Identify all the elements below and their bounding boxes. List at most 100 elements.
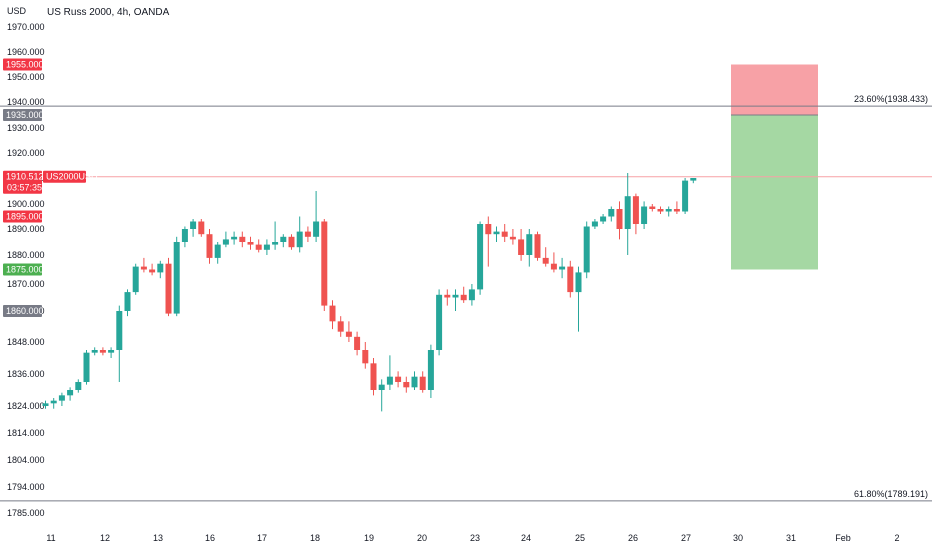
candle[interactable] <box>378 379 385 412</box>
candle-body <box>313 221 320 237</box>
candle[interactable] <box>173 236 180 317</box>
candle[interactable] <box>313 191 320 242</box>
candle[interactable] <box>591 219 598 229</box>
candle[interactable] <box>280 234 287 248</box>
candle[interactable] <box>485 216 492 267</box>
candle[interactable] <box>370 358 377 396</box>
x-tick-label: 11 <box>46 533 55 543</box>
candle-body <box>50 400 57 404</box>
candle[interactable] <box>231 231 238 245</box>
candle[interactable] <box>608 206 615 222</box>
candle[interactable] <box>673 201 680 214</box>
candle[interactable] <box>641 201 648 229</box>
candle[interactable] <box>345 321 352 342</box>
candle[interactable] <box>206 229 213 264</box>
candle[interactable] <box>542 247 549 267</box>
price-tag-label: 1875.000 <box>6 265 44 275</box>
candle[interactable] <box>83 350 90 385</box>
candle[interactable] <box>132 263 139 295</box>
candle[interactable] <box>386 355 393 390</box>
candle[interactable] <box>501 224 508 242</box>
candle[interactable] <box>493 226 500 243</box>
candle[interactable] <box>165 257 172 317</box>
candle[interactable] <box>247 236 254 250</box>
candle[interactable] <box>58 392 65 406</box>
candle[interactable] <box>124 289 131 317</box>
candle[interactable] <box>263 239 270 255</box>
candle[interactable] <box>214 242 221 264</box>
candle[interactable] <box>91 347 98 356</box>
candle[interactable] <box>468 284 475 306</box>
candle[interactable] <box>583 221 590 279</box>
candle[interactable] <box>427 344 434 398</box>
candle[interactable] <box>460 286 467 303</box>
candle[interactable] <box>567 260 574 298</box>
candle-body <box>140 266 147 270</box>
candle[interactable] <box>329 300 336 330</box>
candle-body <box>632 196 639 224</box>
candles[interactable] <box>42 173 697 412</box>
candle[interactable] <box>559 257 566 279</box>
candle[interactable] <box>99 347 106 356</box>
candle[interactable] <box>600 214 607 224</box>
candle-body <box>321 221 328 306</box>
candle[interactable] <box>75 379 82 393</box>
candle[interactable] <box>411 371 418 390</box>
candle[interactable] <box>690 178 697 184</box>
candle[interactable] <box>337 316 344 337</box>
candle[interactable] <box>477 221 484 295</box>
candle-body <box>608 209 615 217</box>
candle[interactable] <box>255 239 262 253</box>
candle[interactable] <box>624 173 631 255</box>
candle[interactable] <box>665 206 672 217</box>
candle[interactable] <box>403 376 410 393</box>
candle[interactable] <box>419 371 426 393</box>
candle[interactable] <box>632 193 639 235</box>
candle[interactable] <box>50 398 57 409</box>
candle[interactable] <box>149 263 156 276</box>
candle[interactable] <box>157 260 164 279</box>
candle[interactable] <box>526 229 533 267</box>
candle[interactable] <box>657 206 664 215</box>
candle[interactable] <box>575 266 582 332</box>
fib-levels[interactable]: 23.60%(1938.433) 61.80%(1789.191) <box>0 94 932 502</box>
candle[interactable] <box>395 371 402 388</box>
price-tag-bg <box>3 305 42 317</box>
candle[interactable] <box>304 226 311 243</box>
candle[interactable] <box>198 219 205 237</box>
candle[interactable] <box>682 178 689 214</box>
candle[interactable] <box>444 289 451 306</box>
candle[interactable] <box>272 221 279 250</box>
candle[interactable] <box>42 400 49 409</box>
candle[interactable] <box>354 331 361 356</box>
candle[interactable] <box>140 257 147 273</box>
price-tag-label: 1895.000 <box>6 212 44 222</box>
candle[interactable] <box>452 289 459 311</box>
candle[interactable] <box>534 231 541 261</box>
candle[interactable] <box>190 219 197 237</box>
take-profit-zone[interactable] <box>731 115 818 270</box>
y-tick-label: 1890.000 <box>7 224 45 234</box>
candle[interactable] <box>509 229 516 245</box>
candle-body <box>682 180 689 212</box>
candle[interactable] <box>67 387 74 401</box>
candle[interactable] <box>108 347 115 358</box>
candle-body <box>567 266 574 293</box>
candle[interactable] <box>436 289 443 356</box>
candle[interactable] <box>616 201 623 240</box>
candle[interactable] <box>321 219 328 311</box>
candle[interactable] <box>518 229 525 261</box>
candle[interactable] <box>222 231 229 248</box>
candle[interactable] <box>288 234 295 250</box>
candle[interactable] <box>239 231 246 248</box>
stop-loss-zone[interactable] <box>731 64 818 116</box>
candle[interactable] <box>362 342 369 369</box>
position-zones[interactable] <box>731 64 818 270</box>
candle[interactable] <box>649 204 656 212</box>
candle[interactable] <box>181 226 188 248</box>
candle[interactable] <box>296 216 303 253</box>
candle[interactable] <box>550 252 557 273</box>
candle[interactable] <box>116 305 123 382</box>
x-tick-label: 18 <box>310 533 320 543</box>
